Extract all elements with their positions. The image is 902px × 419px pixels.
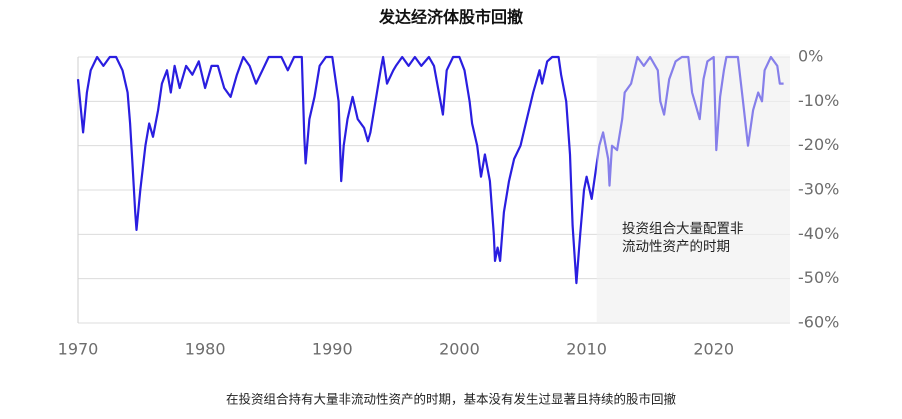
caption: 在投资组合持有大量非流动性资产的时期，基本没有发生过显著且持续的股市回撤 (226, 392, 677, 407)
chart-title: 发达经济体股市回撤 (378, 8, 523, 27)
y-tick-label: -30% (798, 180, 839, 199)
x-tick-label: 2010 (566, 340, 607, 359)
y-tick-label: -60% (798, 313, 839, 332)
annotation: 投资组合大量配置非 (622, 221, 744, 237)
y-tick-label: -20% (798, 135, 839, 154)
x-tick-label: 2000 (439, 340, 480, 359)
drawdown-line (76, 55, 784, 285)
x-tick-label: 1990 (312, 340, 353, 359)
y-tick-label: 0% (798, 47, 823, 66)
annotation: 流动性资产的时期 (622, 239, 730, 255)
x-tick-label: 2020 (693, 340, 734, 359)
shaded-overlay (596, 54, 790, 323)
y-tick-label: -50% (798, 268, 839, 287)
y-tick-label: -40% (798, 224, 839, 243)
y-tick-label: -10% (798, 91, 839, 110)
x-tick-label: 1980 (185, 340, 226, 359)
x-tick-label: 1970 (58, 340, 99, 359)
